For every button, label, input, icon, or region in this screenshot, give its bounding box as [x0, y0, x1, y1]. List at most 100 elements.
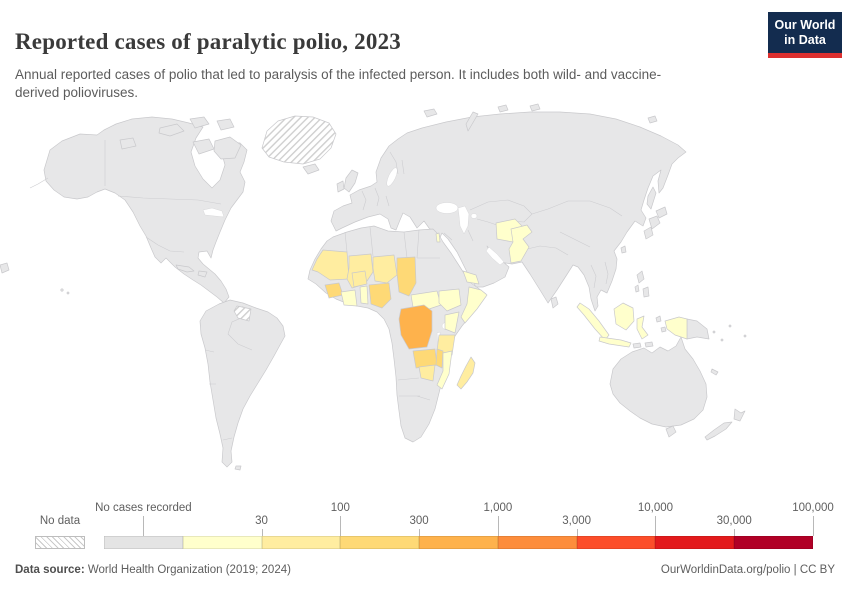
legend-bin-4[interactable] — [419, 536, 498, 549]
country-philippines[interactable] — [634, 284, 640, 293]
world-map[interactable] — [0, 85, 850, 500]
pacific-island[interactable] — [728, 324, 732, 328]
country-indonesia-west-papua[interactable] — [664, 316, 688, 340]
island-baffin[interactable] — [213, 136, 242, 160]
legend-bin-5[interactable] — [497, 536, 577, 549]
country-iceland[interactable] — [302, 163, 320, 175]
country-yemen[interactable] — [462, 270, 480, 285]
country-cote-divoire[interactable] — [340, 289, 358, 307]
island-novaya-zemlya[interactable] — [465, 111, 479, 132]
legend-tick-30-label: 30 — [255, 515, 268, 527]
pacific-island[interactable] — [743, 334, 747, 338]
country-cuba[interactable] — [175, 264, 195, 273]
country-kenya[interactable] — [444, 311, 460, 334]
arctic-island[interactable] — [497, 104, 509, 113]
country-benin[interactable] — [359, 285, 369, 305]
country-dr-congo[interactable] — [398, 304, 433, 350]
island-maluku[interactable] — [655, 315, 662, 323]
legend-no-data-swatch[interactable] — [35, 536, 85, 549]
credit-note: OurWorldinData.org/polio | CC BY — [661, 564, 835, 576]
country-indonesia-sulawesi[interactable] — [636, 315, 649, 340]
arctic-island[interactable] — [119, 137, 137, 150]
country-ireland[interactable] — [336, 180, 345, 193]
country-tanzania[interactable] — [436, 334, 456, 356]
border-middle-east — [443, 229, 474, 242]
country-burkina-faso[interactable] — [351, 270, 368, 288]
island-hawaii[interactable] — [60, 288, 64, 292]
country-guyana-region[interactable] — [233, 305, 252, 322]
black-sea — [435, 202, 459, 214]
country-chad[interactable] — [396, 256, 417, 297]
arctic-island[interactable] — [529, 103, 541, 112]
country-japan[interactable] — [643, 226, 654, 240]
legend-bin-7[interactable] — [655, 536, 735, 549]
country-pakistan[interactable] — [508, 224, 533, 264]
legend-color-bar[interactable] — [104, 536, 814, 549]
legend-bin-1[interactable] — [182, 536, 262, 549]
country-japan[interactable] — [648, 215, 661, 230]
island-lesser-sunda[interactable] — [632, 342, 642, 349]
pacific-island[interactable] — [720, 338, 724, 342]
legend-tick-100-tick — [340, 516, 342, 536]
country-madagascar[interactable] — [456, 356, 476, 390]
island-sakhalin[interactable] — [646, 186, 657, 210]
country-indonesia-borneo[interactable] — [613, 302, 635, 331]
legend-tick-30000-tick — [734, 529, 736, 536]
pacific-island[interactable] — [712, 330, 716, 334]
island-hawaii-2[interactable] — [66, 291, 70, 295]
country-indonesia-sumatra[interactable] — [576, 302, 610, 341]
arctic-island[interactable] — [216, 118, 235, 131]
island-wrangel[interactable] — [647, 115, 658, 124]
legend-bin-3[interactable] — [340, 536, 420, 549]
baltic-sea — [386, 167, 398, 187]
country-united-kingdom[interactable] — [343, 169, 359, 193]
border-russia-china — [522, 200, 623, 256]
legend-tick-100000-tick — [813, 516, 814, 536]
arctic-island[interactable] — [189, 116, 210, 129]
arctic-island[interactable] — [192, 138, 215, 155]
island-taiwan[interactable] — [620, 245, 627, 254]
country-zimbabwe[interactable] — [418, 364, 436, 382]
country-mozambique[interactable] — [436, 350, 453, 390]
license-label: CC BY — [799, 564, 835, 576]
border-us-mexico — [145, 236, 185, 253]
legend-bin-2[interactable] — [261, 536, 341, 549]
island-lesser-sunda[interactable] — [644, 341, 654, 348]
country-somalia[interactable] — [460, 286, 488, 324]
legend-bin-6[interactable] — [576, 536, 656, 549]
country-new-zealand-north[interactable] — [733, 408, 746, 422]
country-israel[interactable] — [435, 232, 441, 243]
credit-link[interactable]: OurWorldinData.org/polio — [660, 564, 791, 576]
island-svalbard[interactable] — [423, 108, 438, 118]
country-papua-new-guinea[interactable] — [686, 318, 710, 340]
legend-tick-300-tick — [419, 529, 421, 536]
country-south-sudan[interactable] — [438, 288, 462, 312]
country-philippines[interactable] — [642, 286, 650, 298]
island-tasmania[interactable] — [665, 425, 677, 438]
country-south-america[interactable] — [199, 299, 286, 468]
legend-bin-8[interactable] — [734, 536, 814, 549]
country-japan[interactable] — [655, 206, 668, 219]
country-nigeria[interactable] — [368, 282, 392, 309]
border-us-canada — [117, 195, 222, 205]
map-land-layer[interactable] — [0, 103, 747, 471]
credit-separator: | — [790, 564, 800, 576]
country-sri-lanka[interactable] — [550, 296, 559, 309]
country-hispaniola[interactable] — [197, 270, 208, 278]
country-australia[interactable] — [609, 336, 708, 428]
country-malawi[interactable] — [435, 348, 444, 369]
island-new-caledonia[interactable] — [710, 368, 719, 376]
arctic-island[interactable] — [158, 123, 185, 137]
island-maluku[interactable] — [660, 326, 667, 333]
island-falkland[interactable] — [234, 465, 242, 471]
legend-tick-10000-label: 10,000 — [637, 502, 674, 514]
legend-bin-0[interactable] — [104, 536, 183, 549]
map-data-layer[interactable] — [311, 218, 688, 390]
country-indonesia-java[interactable] — [598, 336, 632, 348]
legend-no-cases-label: No cases recorded — [95, 502, 192, 514]
country-greenland[interactable] — [261, 115, 337, 165]
country-philippines[interactable] — [636, 270, 645, 284]
country-new-zealand-south[interactable] — [704, 421, 733, 441]
country-mauritania[interactable] — [311, 249, 350, 281]
country-north-america[interactable] — [43, 116, 248, 304]
